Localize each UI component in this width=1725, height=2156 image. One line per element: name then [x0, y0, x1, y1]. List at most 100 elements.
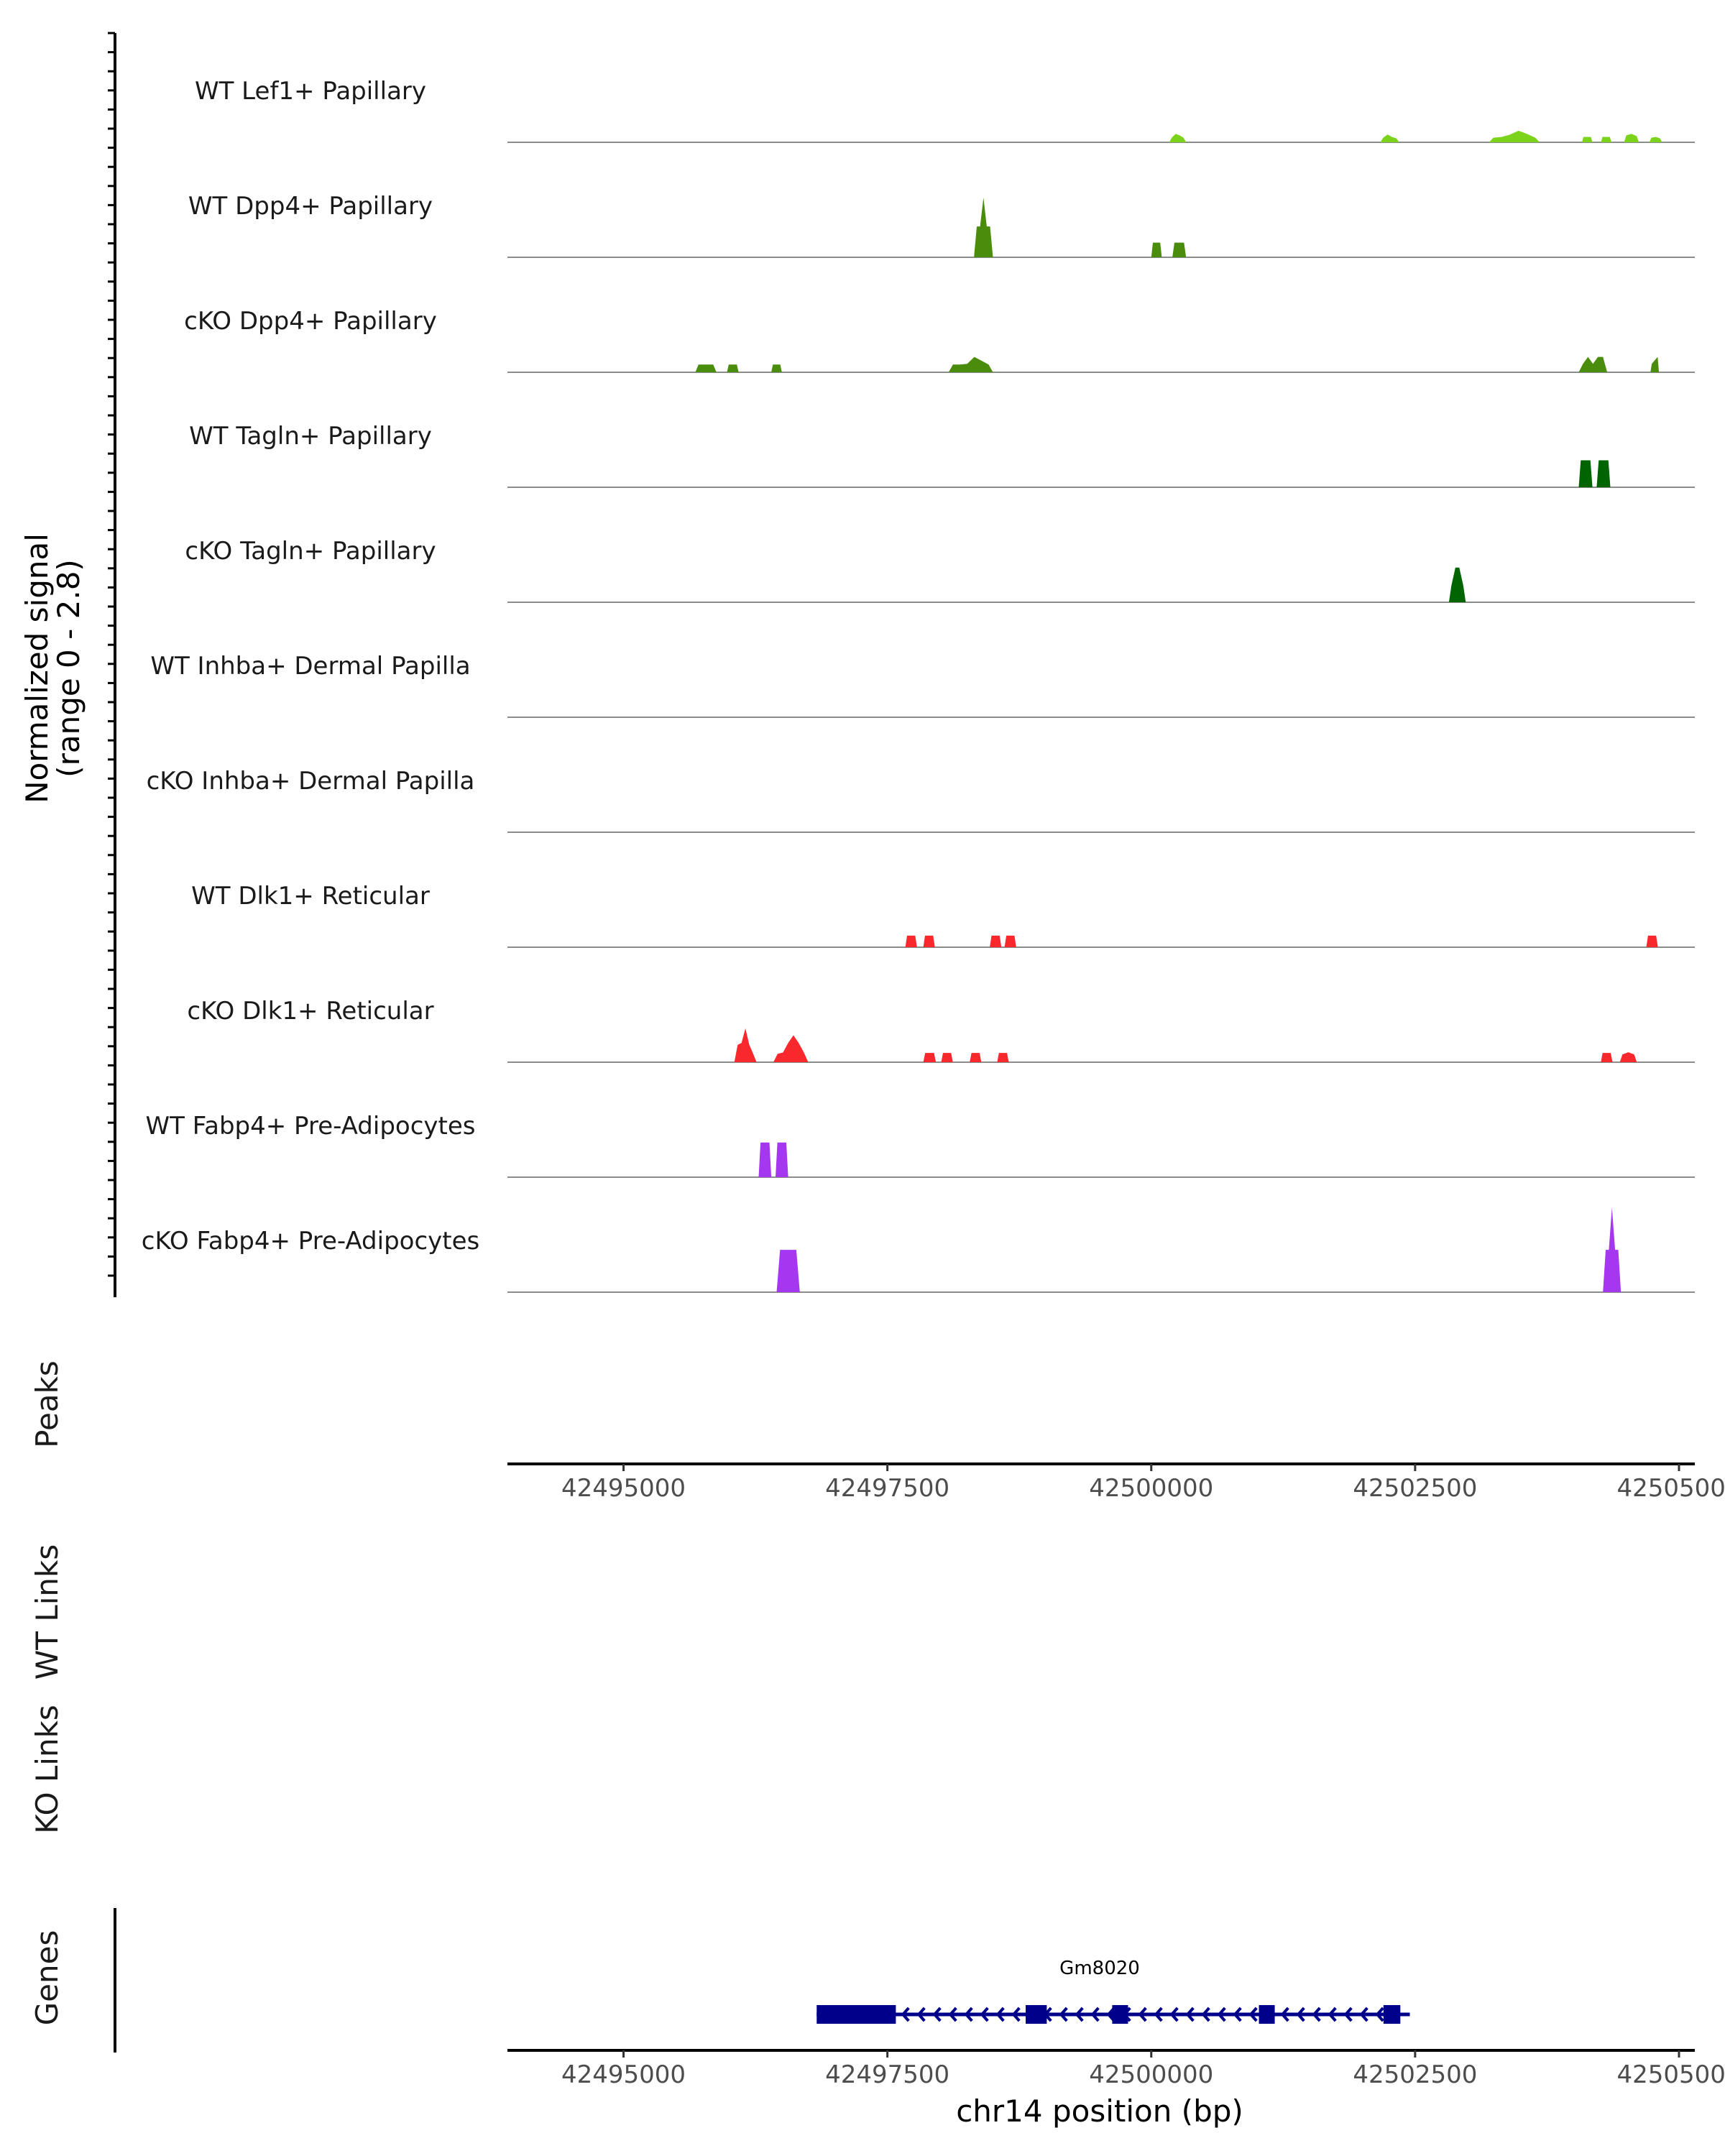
coverage-peak	[1578, 356, 1608, 372]
strand-arrow	[1296, 2007, 1305, 2022]
x-tick-label: 42497500	[825, 1474, 949, 1503]
track-label: cKO Dlk1+ Reticular	[187, 997, 433, 1026]
track-9: WT Fabp4+ Pre-Adipocytes	[146, 1112, 1695, 1178]
strand-arrow	[1359, 2007, 1368, 2022]
coverage-peak	[974, 198, 993, 257]
track-3: WT Tagln+ Papillary	[189, 422, 1695, 488]
track-label: cKO Dpp4+ Papillary	[184, 307, 437, 336]
y-axis-title-line2: (range 0 - 2.8)	[51, 559, 86, 778]
strand-arrow	[1233, 2007, 1242, 2022]
coverage-peak	[1169, 134, 1187, 142]
wt-links-track-label: WT Links	[29, 1544, 65, 1680]
strand-arrow	[964, 2007, 973, 2022]
strand-arrow	[932, 2007, 942, 2022]
coverage-peak	[727, 364, 739, 372]
coverage-peak	[1380, 134, 1399, 142]
track-label: cKO Fabp4+ Pre-Adipocytes	[142, 1227, 480, 1256]
y-axis-title-line1: Normalized signal	[19, 533, 55, 803]
track-1: WT Dpp4+ Papillary	[188, 192, 1695, 258]
track-label: WT Tagln+ Papillary	[189, 422, 432, 451]
track-6: cKO Inhba+ Dermal Papilla	[147, 767, 1695, 833]
track-5: WT Inhba+ Dermal Papilla	[150, 652, 1695, 718]
coverage-peak	[695, 364, 717, 372]
gene-exon	[1026, 2005, 1047, 2024]
coverage-peak	[970, 1053, 982, 1062]
strand-arrow	[980, 2007, 989, 2022]
coverage-peak	[923, 1053, 937, 1062]
peaks-track-label: Peaks	[29, 1360, 65, 1448]
x-axis-title: chr14 position (bp)	[956, 2093, 1243, 2129]
coverage-peak	[1448, 567, 1466, 602]
gene-exon	[1112, 2005, 1128, 2024]
coverage-peak	[1489, 130, 1540, 142]
coverage-peak	[1601, 1053, 1613, 1062]
x-tick-label: 42505000	[1616, 2060, 1725, 2089]
track-10: cKO Fabp4+ Pre-Adipocytes	[142, 1207, 1695, 1293]
y-axis-title: Normalized signal (range 0 - 2.8)	[19, 533, 86, 803]
track-label: WT Fabp4+ Pre-Adipocytes	[146, 1112, 476, 1141]
coverage-peak	[1172, 242, 1187, 257]
x-tick-label: 42505000	[1616, 1474, 1725, 1503]
x-tick-label: 42495000	[561, 2060, 686, 2089]
x-axis-peaks: 42495000 42497500 42500000 42502500 42505000	[507, 1462, 1725, 1503]
strand-arrow	[1138, 2007, 1147, 2022]
coverage-peak	[1581, 137, 1593, 142]
strand-arrow	[1185, 2007, 1195, 2022]
strand-arrow	[1201, 2007, 1210, 2022]
track-label: WT Dlk1+ Reticular	[191, 882, 430, 911]
track-label: WT Lef1+ Papillary	[195, 77, 426, 106]
track-label: WT Inhba+ Dermal Papilla	[150, 652, 470, 681]
strand-arrow	[916, 2007, 926, 2022]
coverage-peak	[1624, 134, 1639, 142]
x-tick-label: 42502500	[1353, 2060, 1477, 2089]
coverage-peak	[923, 935, 935, 947]
track-label: WT Dpp4+ Papillary	[188, 192, 433, 221]
coverage-peak	[773, 1035, 809, 1062]
strand-arrow	[901, 2007, 910, 2022]
track-0: WT Lef1+ Papillary	[195, 77, 1695, 143]
strand-arrow	[1312, 2007, 1321, 2022]
coverage-peak	[1646, 935, 1658, 947]
strand-arrow	[948, 2007, 957, 2022]
coverage-y-axis-ticks	[108, 32, 115, 1277]
coverage-peak	[734, 1028, 757, 1062]
gene-exon	[816, 2005, 896, 2024]
strand-arrow	[1075, 2007, 1084, 2022]
coverage-peak	[758, 1142, 772, 1177]
coverage-peak	[1596, 460, 1611, 487]
strand-arrow	[1280, 2007, 1289, 2022]
coverage-peak	[997, 1053, 1009, 1062]
strand-arrow	[1248, 2007, 1258, 2022]
strand-arrow	[1090, 2007, 1100, 2022]
strand-arrow	[1217, 2007, 1226, 2022]
x-tick-label: 42497500	[825, 2060, 949, 2089]
x-tick-label: 42495000	[561, 1474, 686, 1503]
coverage-peak	[1004, 935, 1016, 947]
gene-model	[816, 2005, 1410, 2024]
coverage-peak	[1650, 356, 1660, 372]
strand-arrow	[1011, 2007, 1021, 2022]
gene-name-label: Gm8020	[1059, 1958, 1140, 1979]
strand-arrow	[1375, 2007, 1384, 2022]
coverage-peak	[905, 935, 917, 947]
track-2: cKO Dpp4+ Papillary	[184, 307, 1695, 373]
x-tick-label: 42500000	[1089, 1474, 1213, 1503]
coverage-peak	[1619, 1052, 1637, 1062]
coverage-tracks: WT Lef1+ Papillary WT Dpp4+ Papillary cKO …	[142, 77, 1695, 1293]
coverage-peak	[776, 1250, 800, 1292]
coverage-peak	[1603, 1207, 1622, 1292]
strand-arrow	[1343, 2007, 1353, 2022]
ko-links-track-label: KO Links	[29, 1705, 65, 1834]
coverage-peak	[941, 1053, 953, 1062]
strand-arrow	[1154, 2007, 1163, 2022]
track-label: cKO Inhba+ Dermal Papilla	[147, 767, 475, 796]
track-7: WT Dlk1+ Reticular	[191, 882, 1695, 948]
strand-arrow	[1059, 2007, 1068, 2022]
coverage-peak	[771, 364, 782, 372]
coverage-peak	[776, 1142, 788, 1177]
strand-arrow	[995, 2007, 1005, 2022]
track-8: cKO Dlk1+ Reticular	[187, 997, 1695, 1063]
genes-track-label: Genes	[29, 1930, 65, 2026]
coverage-peak	[1649, 137, 1662, 142]
